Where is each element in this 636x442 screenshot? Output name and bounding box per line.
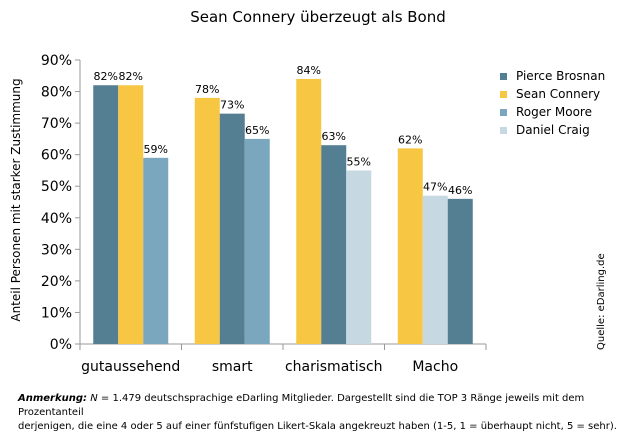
legend: Pierce Brosnan Sean Connery Roger Moore Dan… bbox=[500, 69, 605, 137]
y-tick-label: 80% bbox=[41, 85, 72, 101]
footnote-n-symbol: N bbox=[90, 393, 98, 404]
x-tick-label: charismatisch bbox=[285, 359, 383, 375]
bar bbox=[93, 85, 119, 344]
source-label: Quelle: eDarling.de bbox=[596, 253, 607, 350]
bar bbox=[447, 198, 473, 344]
data-label: 82% bbox=[94, 70, 118, 83]
y-tick-label: 70% bbox=[41, 116, 72, 132]
x-tick-label: gutaussehend bbox=[81, 359, 180, 375]
footnote-text-line2: derjenigen, die eine 4 oder 5 auf einer … bbox=[18, 421, 617, 432]
data-label: 55% bbox=[347, 155, 371, 168]
data-label: 65% bbox=[245, 124, 269, 137]
x-tick-label: Macho bbox=[412, 359, 458, 375]
legend-swatch bbox=[500, 73, 507, 80]
axes: 0% 10% 20% 30% 40% 50% 60% 70% 80% 90% gutaussehen… bbox=[41, 53, 487, 375]
bar bbox=[346, 170, 372, 344]
bar bbox=[422, 195, 448, 344]
y-tick-label: 50% bbox=[41, 179, 72, 195]
data-label: 63% bbox=[322, 130, 346, 143]
data-label: 73% bbox=[220, 99, 244, 112]
bars: 82% 82% 59% 78%73%65% 84% 63%55% 62% 47% 46% bbox=[93, 64, 473, 345]
legend-swatch bbox=[500, 109, 507, 116]
bar bbox=[219, 113, 245, 345]
legend-label: Sean Connery bbox=[516, 87, 600, 101]
data-label: 59% bbox=[144, 143, 168, 156]
bar bbox=[143, 157, 169, 344]
legend-label: Pierce Brosnan bbox=[516, 69, 605, 83]
data-label: 47% bbox=[423, 181, 447, 194]
bar bbox=[244, 138, 270, 344]
bar bbox=[194, 97, 220, 344]
y-tick-label: 30% bbox=[41, 242, 72, 258]
legend-label: Roger Moore bbox=[516, 105, 592, 119]
footnote-label: Anmerkung: bbox=[18, 393, 88, 404]
data-label: 82% bbox=[119, 70, 143, 83]
y-axis-label: Anteil Personen mit starker Zustimmung bbox=[9, 78, 23, 321]
bar bbox=[296, 78, 322, 344]
data-label: 62% bbox=[398, 133, 422, 146]
footnote-text-line1: = 1.479 deutschsprachige eDarling Mitgli… bbox=[18, 393, 585, 418]
bar bbox=[118, 85, 144, 344]
data-label: 46% bbox=[448, 184, 472, 197]
y-tick-label: 20% bbox=[41, 274, 72, 290]
y-tick-label: 10% bbox=[41, 305, 72, 321]
x-tick-label: smart bbox=[212, 359, 253, 375]
chart-title: Sean Connery überzeugt als Bond bbox=[190, 8, 446, 26]
y-tick-label: 40% bbox=[41, 211, 72, 227]
y-tick-label: 90% bbox=[41, 53, 72, 69]
legend-label: Daniel Craig bbox=[516, 123, 590, 137]
y-tick-label: 0% bbox=[50, 337, 72, 353]
data-label: 84% bbox=[297, 64, 321, 77]
data-label: 78% bbox=[195, 83, 219, 96]
bar bbox=[397, 148, 423, 344]
legend-swatch bbox=[500, 127, 507, 134]
y-tick-label: 60% bbox=[41, 148, 72, 164]
legend-swatch bbox=[500, 91, 507, 98]
bar bbox=[321, 145, 347, 344]
footnote: Anmerkung: N = 1.479 deutschsprachige eD… bbox=[18, 392, 618, 434]
